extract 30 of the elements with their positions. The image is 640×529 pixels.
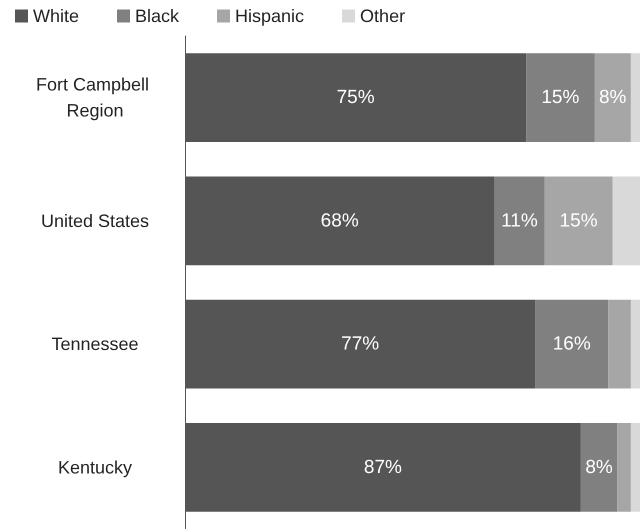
bar bbox=[612, 176, 640, 266]
legend-label: Other bbox=[360, 6, 406, 26]
data-label: 11% bbox=[501, 210, 538, 232]
bar bbox=[630, 300, 640, 388]
data-label: 77% bbox=[341, 334, 380, 355]
bar bbox=[594, 53, 631, 142]
bar bbox=[526, 53, 594, 142]
bar bbox=[580, 423, 618, 512]
data-label: 75% bbox=[336, 87, 375, 108]
legend-label: White bbox=[33, 6, 80, 26]
data-label: 68% bbox=[320, 210, 359, 232]
y-tick-label: Fort Campbell Region bbox=[36, 74, 154, 121]
bar bbox=[494, 176, 544, 266]
data-label: 15% bbox=[541, 87, 580, 108]
y-tick-label: Kentucky bbox=[58, 457, 132, 478]
bar bbox=[630, 53, 640, 142]
bar bbox=[544, 176, 613, 266]
legend-label: Black bbox=[135, 6, 180, 26]
data-label: 15% bbox=[560, 210, 598, 232]
bar bbox=[535, 300, 608, 388]
y-tick-label: Tennessee bbox=[51, 334, 139, 354]
data-label: 8% bbox=[585, 456, 613, 478]
y-tick-label: United States bbox=[40, 210, 150, 231]
legend-label: Hispanic bbox=[235, 6, 304, 26]
data-label: 87% bbox=[364, 456, 402, 478]
data-label: 8% bbox=[598, 87, 627, 108]
bar bbox=[630, 423, 640, 512]
bar bbox=[617, 423, 631, 512]
data-label: 16% bbox=[552, 334, 591, 355]
bar bbox=[608, 300, 631, 388]
